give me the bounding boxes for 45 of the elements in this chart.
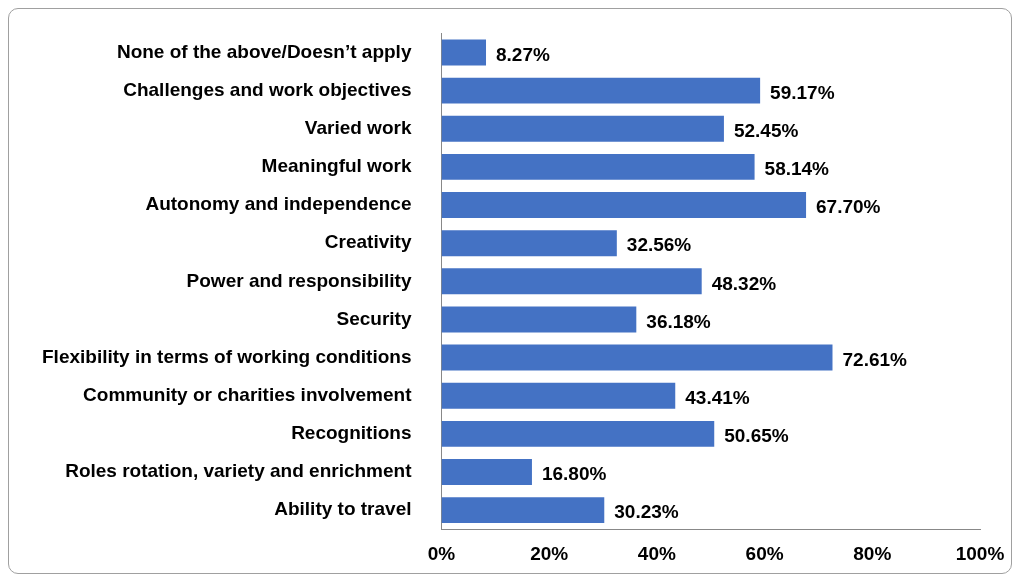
data-label: 50.65%: [724, 425, 789, 447]
bar: [441, 39, 487, 66]
x-tick-label: 0%: [427, 542, 456, 564]
y-tick-label: Community or charities involvement: [83, 383, 413, 405]
data-label: 32.56%: [626, 234, 692, 256]
data-label: 67.70%: [816, 196, 881, 218]
x-tick-label: 40%: [637, 542, 677, 564]
bar: [441, 77, 761, 104]
y-tick-label: Ability to travel: [274, 498, 412, 520]
x-tick-label: 100%: [955, 542, 1005, 564]
y-tick-label: Varied work: [304, 116, 412, 138]
bar: [441, 382, 676, 409]
data-label: 8.27%: [496, 43, 550, 65]
bar: [441, 230, 617, 257]
y-tick-label: Security: [336, 307, 412, 329]
data-label: 59.17%: [770, 81, 835, 103]
data-label: 58.14%: [764, 158, 830, 180]
x-tick-label: 20%: [530, 542, 569, 564]
y-tick-label: None of the above/Doesn’t apply: [116, 40, 412, 62]
bar: [441, 192, 807, 218]
data-label: 30.23%: [614, 501, 679, 523]
data-label: 16.80%: [541, 463, 607, 485]
bar: [441, 497, 605, 524]
data-label: 72.61%: [842, 348, 908, 370]
y-tick-label: Challenges and work objectives: [123, 78, 412, 100]
y-tick-label: Roles rotation, variety and enrichment: [65, 460, 413, 482]
y-tick-label: Flexibility in terms of working conditions: [42, 345, 412, 367]
bar: [441, 115, 724, 142]
y-tick-label: Meaningful work: [261, 155, 412, 177]
bar: [441, 420, 715, 447]
data-label: 36.18%: [646, 310, 711, 332]
data-label: 43.41%: [685, 386, 750, 408]
bar: [441, 306, 637, 333]
y-tick-label: Recognitions: [291, 422, 412, 444]
bar: [441, 268, 702, 295]
y-tick-label: Creativity: [324, 231, 412, 253]
data-label: 48.32%: [711, 272, 777, 294]
data-label: 52.45%: [733, 119, 799, 141]
x-tick-label: 80%: [853, 542, 892, 564]
bar: [441, 153, 755, 180]
bar: [441, 459, 532, 485]
y-tick-label: Power and responsibility: [186, 269, 412, 291]
x-tick-label: 60%: [745, 542, 784, 564]
y-tick-label: Autonomy and independence: [145, 193, 412, 215]
bar: [441, 344, 833, 371]
